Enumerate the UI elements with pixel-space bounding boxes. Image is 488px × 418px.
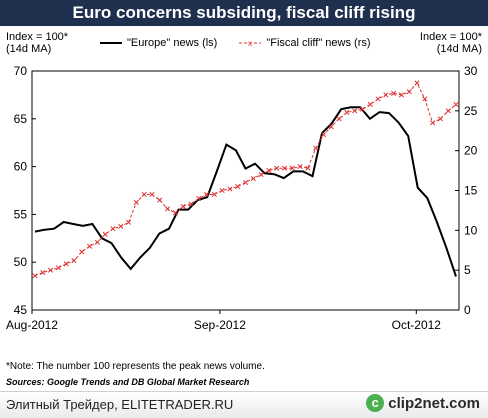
left-tick-label: 60 — [14, 160, 28, 174]
series-point-fiscal — [422, 96, 428, 102]
series-point-fiscal — [250, 175, 256, 182]
series-point-fiscal — [274, 165, 280, 171]
series-point-fiscal — [63, 261, 69, 267]
series-point-fiscal — [40, 270, 46, 276]
series-point-fiscal — [110, 226, 116, 232]
right-axis-label: Index = 100* (14d MA) — [420, 31, 482, 55]
legend-swatch-fiscal: x — [239, 39, 262, 47]
series-point-fiscal — [188, 201, 194, 207]
series-point-fiscal — [359, 106, 365, 112]
series-point-fiscal — [313, 145, 319, 151]
series-point-fiscal — [375, 96, 381, 102]
series-point-fiscal — [242, 179, 249, 186]
right-tick-label: 10 — [464, 223, 478, 237]
x-tick-label: Sep-2012 — [194, 318, 246, 332]
legend-label-europe: "Europe" news (ls) — [127, 37, 218, 49]
right-tick-label: 25 — [464, 104, 478, 118]
series-point-fiscal — [305, 165, 311, 171]
series-point-fiscal — [453, 101, 459, 108]
series-point-fiscal — [398, 92, 404, 98]
legend-swatch-europe — [100, 42, 122, 44]
series-point-fiscal — [102, 231, 108, 237]
series-point-fiscal — [149, 191, 155, 198]
svg-text:x: x — [248, 39, 252, 47]
series-point-fiscal — [71, 258, 77, 264]
series-point-fiscal — [133, 199, 139, 206]
series-point-fiscal — [297, 164, 303, 170]
right-tick-label: 15 — [464, 184, 478, 198]
chart-plot: 45 50 55 60 65 70 0 5 10 15 20 25 30 Aug-2012 Sep-2012… — [6, 64, 478, 332]
series-point-fiscal — [391, 90, 397, 96]
legend-label-fiscal: "Fiscal cliff" news (rs) — [266, 37, 371, 49]
clip2net-logo-icon: c — [366, 394, 385, 412]
right-tick-label: 5 — [464, 263, 471, 277]
legend-item-fiscal: x "Fiscal cliff" news (rs) — [239, 37, 371, 49]
footer-logo[interactable]: c clip2net.com — [366, 394, 480, 412]
series-point-fiscal — [211, 191, 217, 198]
series-point-fiscal — [172, 210, 178, 216]
series-point-fiscal — [32, 273, 38, 279]
right-tick-label: 30 — [464, 64, 478, 78]
right-tick-label: 0 — [464, 303, 471, 317]
right-tick-label: 20 — [464, 144, 478, 158]
chart-title: Euro concerns subsiding, fiscal cliff ri… — [0, 0, 488, 26]
series-line-europe — [34, 106, 457, 277]
left-axis-label-line2: (14d MA) — [6, 43, 52, 55]
series-point-fiscal — [118, 223, 124, 229]
series-point-fiscal — [344, 109, 350, 115]
series-point-fiscal — [367, 101, 373, 108]
series-point-fiscal — [157, 197, 163, 203]
left-tick-label: 55 — [14, 207, 28, 221]
right-axis-label-line1: Index = 100* — [419, 31, 482, 43]
series-point-fiscal — [328, 124, 334, 130]
left-axis-label-line1: Index = 100* — [6, 31, 69, 43]
series-point-fiscal — [352, 108, 358, 114]
series-point-fiscal — [258, 172, 264, 178]
x-tick-label: Aug-2012 — [6, 318, 58, 332]
series-point-fiscal — [320, 132, 327, 138]
left-tick-label: 70 — [14, 64, 28, 78]
series-point-fiscal — [289, 165, 295, 171]
series-point-fiscal — [55, 265, 61, 271]
legend-item-europe: "Europe" news (ls) — [100, 37, 217, 49]
left-tick-label: 50 — [14, 255, 28, 269]
chart-legend: "Europe" news (ls) x "Fiscal cliff" news… — [100, 37, 393, 49]
series-point-fiscal — [196, 195, 202, 202]
series-point-fiscal — [48, 267, 54, 273]
series-line-fiscal — [34, 82, 457, 277]
plot-frame — [31, 70, 460, 311]
series-point-fiscal — [87, 243, 93, 249]
series-point-fiscal — [164, 206, 171, 212]
footer-bar: Элитный Трейдер, ELITETRADER.RU c clip2n… — [0, 391, 488, 418]
series-point-fiscal — [430, 120, 436, 126]
series-point-fiscal — [235, 183, 241, 190]
series-point-fiscal — [336, 116, 342, 122]
series-point-fiscal — [414, 80, 420, 86]
series-point-fiscal — [266, 168, 272, 174]
footnote-sources: Sources: Google Trends and DB Global Mar… — [6, 377, 250, 387]
left-axis-label: Index = 100* (14d MA) — [6, 31, 68, 55]
series-point-fiscal — [281, 165, 288, 171]
series-point-fiscal — [141, 191, 147, 198]
series-point-fiscal — [219, 187, 225, 194]
x-tick-label: Oct-2012 — [392, 318, 442, 332]
series-point-fiscal — [180, 203, 186, 209]
right-axis-label-line2: (14d MA) — [436, 43, 482, 55]
footer-text: Элитный Трейдер, ELITETRADER.RU — [6, 397, 234, 412]
footer-logo-text: clip2net.com — [388, 394, 480, 412]
series-point-fiscal — [94, 239, 100, 245]
series-point-fiscal — [79, 249, 85, 255]
series-point-fiscal — [227, 186, 233, 192]
series-point-fiscal — [445, 108, 451, 114]
left-tick-label: 65 — [14, 112, 28, 126]
left-tick-label: 45 — [14, 303, 28, 317]
series-point-fiscal — [406, 89, 412, 95]
series-point-fiscal — [437, 116, 443, 122]
series-point-fiscal — [126, 219, 132, 225]
series-point-fiscal — [383, 92, 389, 98]
footnote-note: *Note: The number 100 represents the pea… — [6, 361, 265, 372]
series-point-fiscal — [203, 191, 210, 198]
